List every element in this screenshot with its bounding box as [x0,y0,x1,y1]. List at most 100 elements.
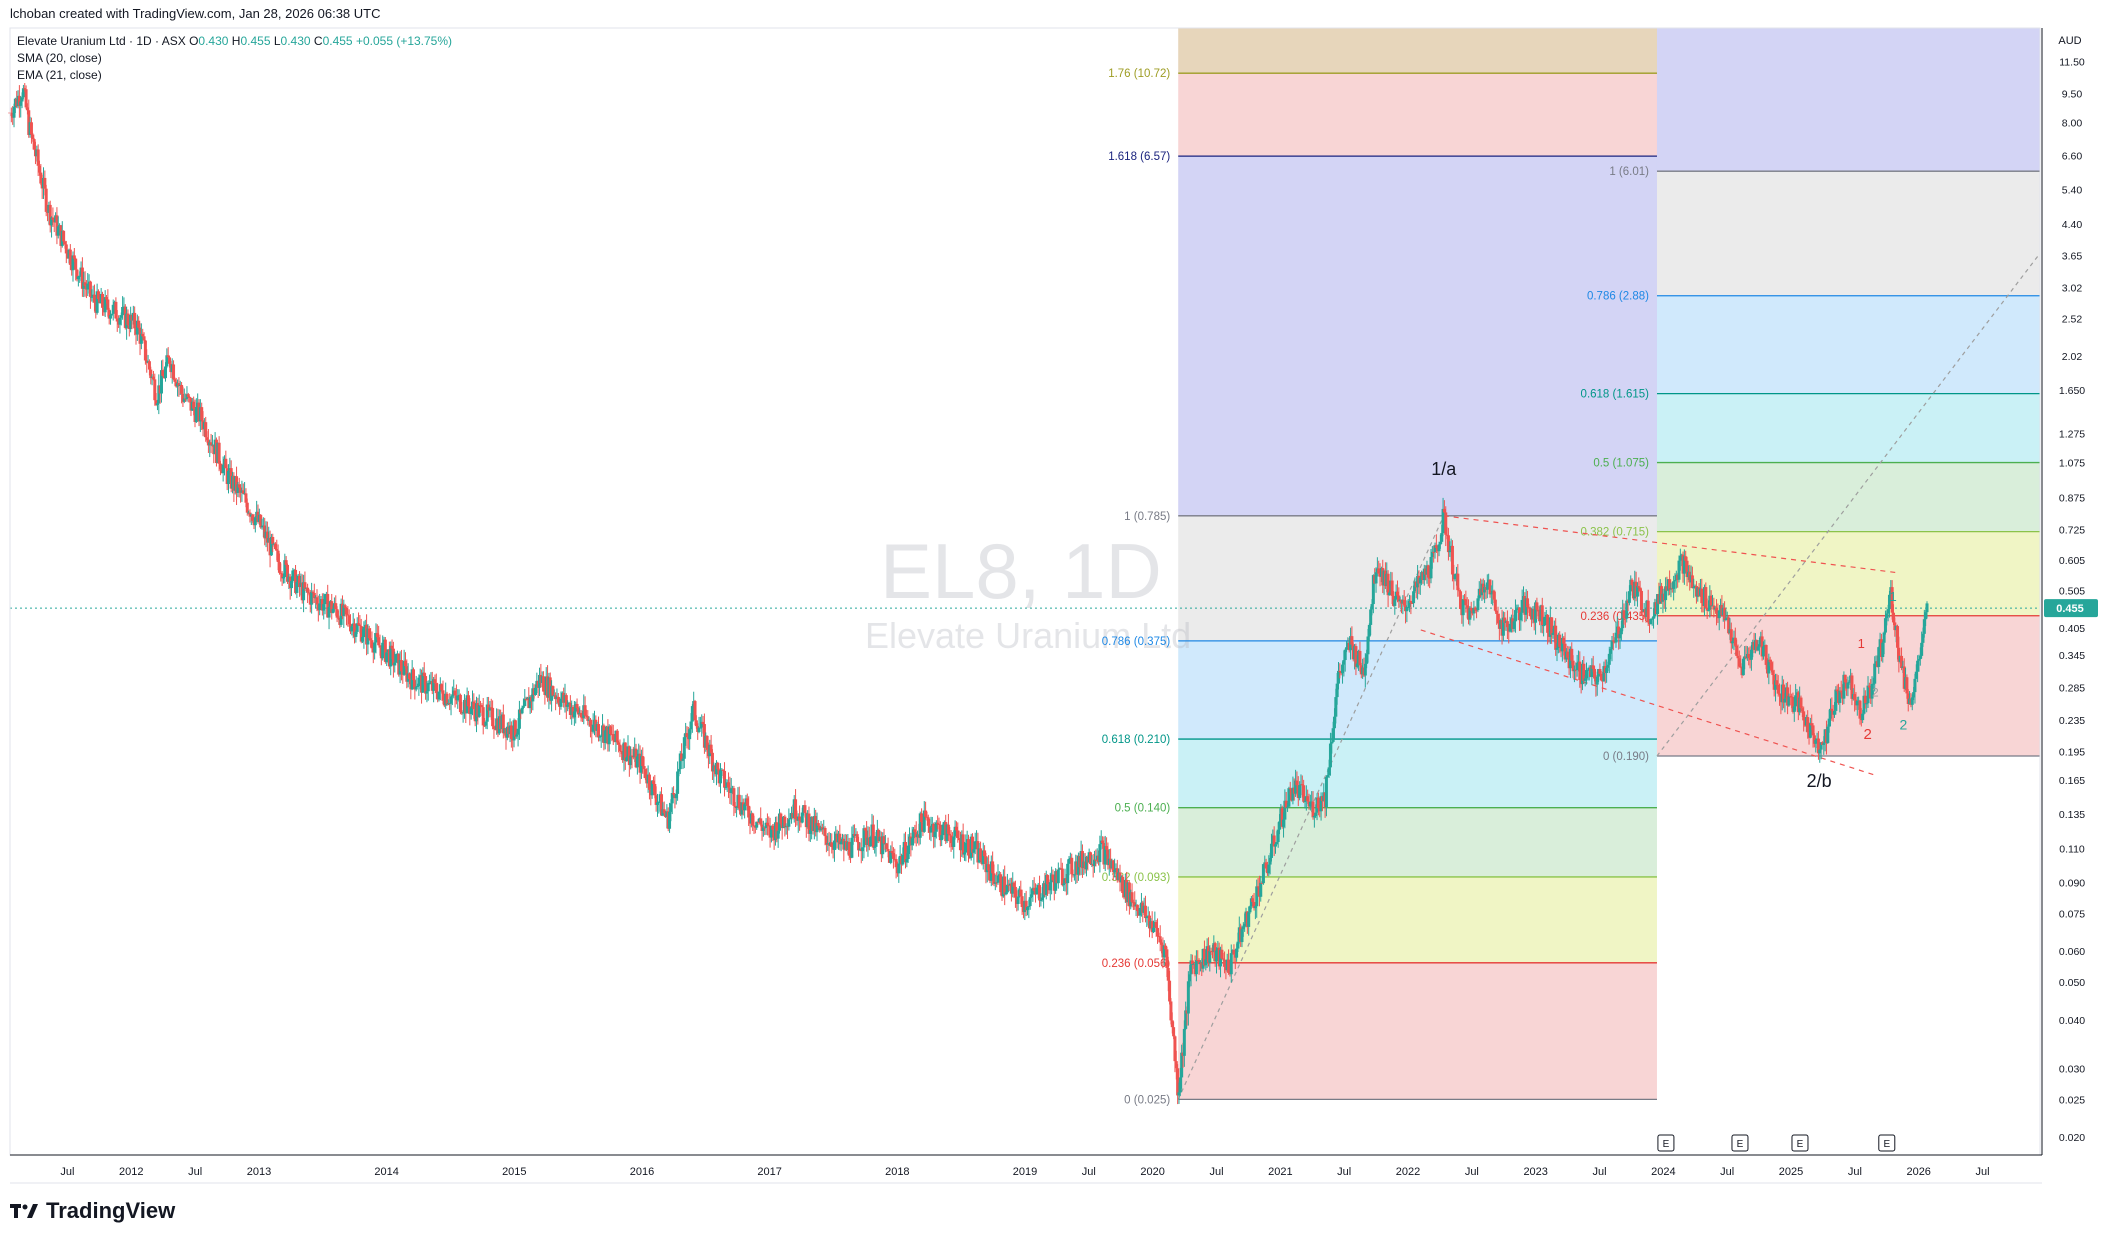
candle-body-941 [1269,843,1273,858]
candle-body-1217 [1639,590,1643,611]
candle-body-361 [492,726,496,729]
candle-body-730 [987,864,991,871]
candle-body-1105 [1489,593,1493,595]
candle-body-47 [71,255,75,271]
candle-body-259 [355,623,359,632]
candle-body-876 [1182,1028,1186,1056]
candle-body-1293 [1741,658,1745,676]
candle-body-1060 [1429,557,1433,579]
candle-body-210 [290,580,294,589]
x-tick-label-7: 2017 [757,1166,781,1178]
candle-body-996 [1343,649,1347,661]
candle-body-1426 [1920,642,1924,656]
candle-body-1363 [1835,689,1839,692]
candle-body-659 [891,852,895,859]
candle-body-762 [1030,894,1034,898]
candle-body-1402 [1887,594,1891,610]
candle-body-500 [678,753,682,770]
candle-body-1267 [1706,609,1710,611]
x-tick-label-9: 2019 [1013,1166,1037,1178]
candle-body-1189 [1602,666,1606,682]
candle-body-505 [685,733,689,737]
candle-body-156 [217,442,221,464]
candle-body-680 [920,813,924,823]
fib-band-left-4 [1178,640,1657,740]
candle-body-1229 [1656,594,1660,615]
fib-label-right-4: 0.618 (1.615) [1581,389,1650,401]
x-tick-label-24: Jul [1976,1166,1990,1178]
candle-body-31 [50,217,54,226]
candle-body-501 [680,753,684,761]
candle-body-1324 [1783,698,1787,703]
candle-body-79 [114,301,118,319]
candle-body-176 [244,493,248,503]
candle-body-1421 [1913,678,1917,693]
candle-body-298 [407,673,411,680]
candle-body-1222 [1646,600,1650,623]
candle-body-1052 [1418,577,1422,584]
candle-body-1043 [1406,606,1410,608]
candle-body-1422 [1914,671,1918,679]
y-tick-label-4: 5.40 [2062,184,2083,196]
candle-body-1323 [1782,684,1786,703]
legend-ohlc-value-1: 0.455 [240,34,273,48]
candle-body-1329 [1790,696,1794,698]
candle-body-1156 [1558,634,1562,647]
candle-body-1390 [1871,683,1875,685]
candle-body-71 [103,297,107,313]
candle-body-520 [705,735,709,750]
candle-body-989 [1334,697,1338,717]
x-tick-label-21: 2025 [1779,1166,1803,1178]
candle-body-987 [1331,728,1335,742]
candle-body-868 [1172,1027,1176,1037]
fib-label-left-8: 1.76 (10.72) [1108,68,1170,80]
candle-body-661 [894,859,898,868]
fib-label-left-7: 1.618 (6.57) [1108,151,1170,163]
legend-indicator-1: EMA (21, close) [17,68,102,82]
candle-body-206 [284,560,288,565]
candle-body-1245 [1677,560,1681,580]
legend-indicator-0: SMA (20, close) [17,51,102,65]
candle-body-609 [824,836,828,845]
candle-body-101 [143,340,147,361]
candle-body-326 [445,693,449,705]
x-tick-label-0: Jul [60,1166,74,1178]
candle-body-54 [80,267,84,289]
trendline-2 [1177,515,1445,1100]
candle-body-1279 [1723,607,1727,620]
candle-body-200 [276,550,280,562]
candle-body-620 [839,841,843,845]
candle-body-288 [394,654,398,663]
x-tick-label-12: Jul [1209,1166,1223,1178]
candle-body-1304 [1756,646,1760,651]
candle-body-1119 [1508,623,1512,632]
candle-body-261 [358,624,362,626]
candle-body-603 [816,823,820,826]
candle-body-1095 [1476,598,1480,611]
candle-body-1353 [1822,743,1826,745]
candle-body-440 [598,736,602,738]
candle-body-1312 [1767,659,1771,674]
candle-body-1315 [1771,670,1775,676]
candle-body-1256 [1692,586,1696,588]
candle-body-360 [491,707,495,727]
candle-body-1372 [1847,681,1851,683]
candle-body-642 [869,836,873,847]
candle-body-237 [326,593,330,618]
candle-body-287 [393,662,397,666]
y-tick-label-2: 8.00 [2062,118,2083,130]
candle-body-273 [374,633,378,643]
tradingview-logo[interactable]: TradingView [10,1198,175,1224]
candle-body-150 [209,442,213,446]
candle-body-494 [670,793,674,804]
candle-body-986 [1330,741,1334,744]
candle-body-486 [660,794,664,816]
candle-body-1012 [1365,654,1369,664]
candle-body-670 [906,845,910,860]
candle-body-1330 [1791,697,1795,712]
candle-body-853 [1152,927,1156,933]
candle-body-1383 [1862,695,1866,714]
candle-body-852 [1150,921,1154,933]
candle-body-689 [932,824,936,838]
